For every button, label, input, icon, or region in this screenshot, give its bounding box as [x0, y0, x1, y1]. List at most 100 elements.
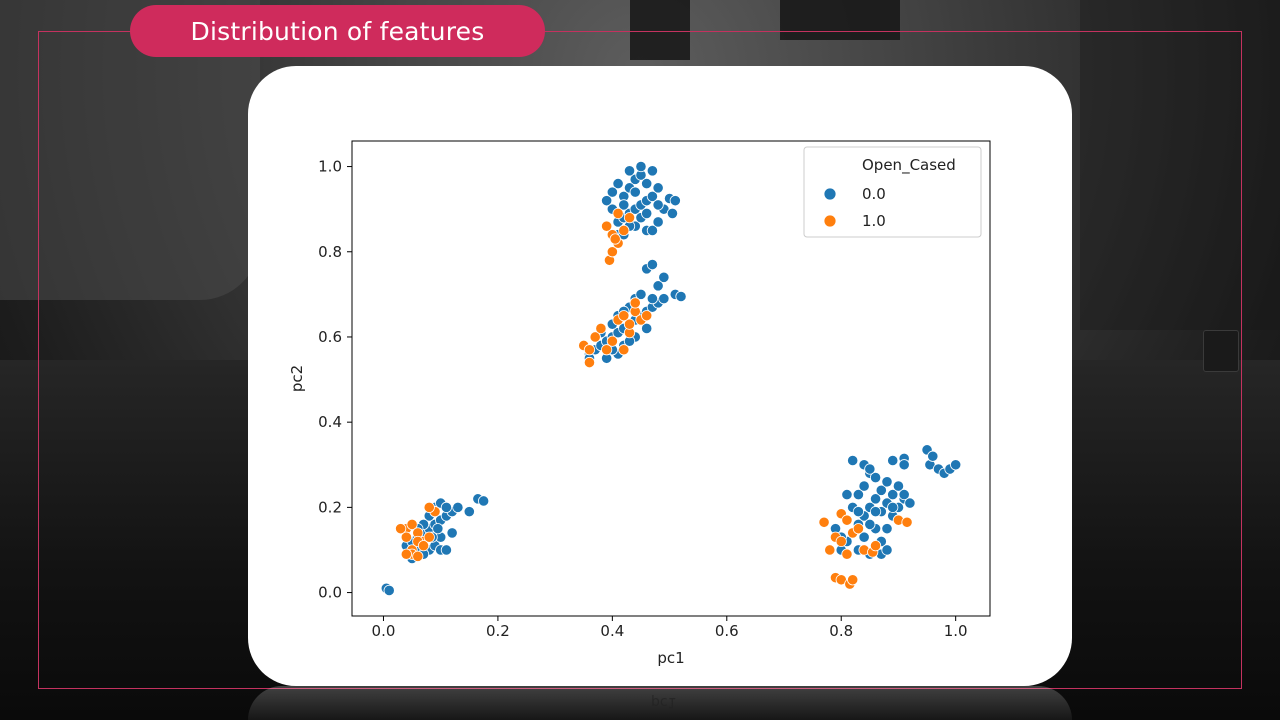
data-point-series-0.0: [440, 544, 453, 556]
data-point-series-1.0: [583, 344, 596, 356]
y-tick-label: 0.2: [318, 498, 342, 516]
data-point-series-0.0: [869, 493, 882, 505]
data-point-series-1.0: [423, 501, 435, 513]
y-tick-label: 0.8: [318, 243, 342, 261]
x-tick-label: 0.2: [486, 622, 510, 640]
data-point-series-0.0: [881, 544, 893, 556]
data-point-series-0.0: [641, 322, 653, 335]
data-point-series-0.0: [881, 476, 893, 488]
data-point-series-0.0: [658, 293, 670, 305]
data-point-series-1.0: [847, 574, 859, 586]
y-tick-label: 0.6: [318, 328, 342, 346]
data-point-series-0.0: [635, 288, 647, 300]
data-point-series-0.0: [635, 160, 647, 173]
data-point-series-0.0: [847, 454, 859, 467]
data-point-series-1.0: [841, 514, 853, 526]
data-point-series-0.0: [852, 488, 864, 501]
y-axis-label: pc2: [288, 365, 306, 392]
data-point-series-1.0: [612, 207, 624, 220]
y-tick-label: 1.0: [318, 158, 342, 176]
data-point-series-1.0: [824, 544, 836, 556]
x-tick-label: 0.0: [372, 622, 396, 640]
background-building: [630, 0, 690, 60]
reflection-xlabel: pc1: [651, 694, 677, 710]
data-point-series-0.0: [629, 186, 641, 198]
legend-marker-0.0: [823, 187, 837, 201]
data-point-series-1.0: [601, 220, 613, 232]
background-building: [1080, 0, 1280, 330]
data-point-series-0.0: [463, 506, 475, 518]
data-point-series-1.0: [395, 523, 407, 535]
scatter-chart: 0.0 0.2 0.4 0.6 0.8 1.0 0.0 0.2 0.4 0.6 0.8 1.0 pc1 p…: [288, 140, 991, 667]
data-point-series-1.0: [869, 540, 882, 552]
data-point-series-0.0: [606, 186, 618, 198]
data-point-series-0.0: [652, 182, 664, 194]
x-tick-label: 1.0: [944, 622, 968, 640]
data-point-series-0.0: [652, 216, 664, 228]
data-point-series-0.0: [892, 480, 905, 492]
data-point-series-0.0: [646, 190, 659, 202]
data-point-series-1.0: [606, 246, 618, 258]
data-point-series-0.0: [858, 531, 870, 543]
data-point-series-0.0: [646, 224, 659, 237]
data-point-series-0.0: [669, 195, 681, 207]
data-point-series-1.0: [606, 335, 618, 347]
data-point-series-0.0: [927, 450, 939, 462]
data-point-series-1.0: [841, 548, 853, 560]
data-point-series-1.0: [618, 224, 630, 237]
data-point-series-0.0: [446, 527, 458, 539]
data-point-series-0.0: [478, 495, 490, 507]
legend-marker-1.0: [823, 214, 837, 228]
data-point-series-0.0: [646, 165, 659, 177]
legend-label-1.0: 1.0: [862, 212, 886, 230]
data-point-series-1.0: [400, 548, 412, 560]
data-point-series-1.0: [618, 310, 630, 322]
data-point-series-0.0: [440, 501, 453, 513]
y-tick-label: 0.4: [318, 413, 342, 431]
data-point-series-0.0: [646, 258, 659, 271]
data-point-series-1.0: [641, 310, 653, 322]
data-point-series-0.0: [623, 165, 636, 177]
data-point-series-1.0: [609, 233, 621, 245]
data-point-series-0.0: [869, 506, 882, 518]
data-point-series-1.0: [400, 531, 412, 543]
data-point-series-0.0: [887, 488, 899, 501]
data-point-series-0.0: [646, 293, 659, 305]
data-point-series-0.0: [864, 463, 876, 475]
data-point-series-0.0: [869, 471, 882, 484]
x-tick-label: 0.6: [715, 622, 739, 640]
data-point-series-1.0: [412, 550, 424, 562]
plot-frame: [351, 140, 991, 617]
background-building: [780, 0, 900, 40]
page-title: Distribution of features: [190, 16, 485, 46]
data-point-series-0.0: [612, 178, 624, 190]
data-point-series-0.0: [950, 459, 962, 471]
x-axis-label: pc1: [657, 649, 684, 667]
data-point-series-0.0: [432, 523, 444, 535]
data-point-series-0.0: [658, 271, 670, 283]
legend-title: Open_Cased: [862, 156, 956, 175]
data-point-series-0.0: [452, 501, 464, 513]
data-point-series-0.0: [904, 497, 916, 509]
x-tick-label: 0.4: [600, 622, 624, 640]
data-point-series-1.0: [583, 356, 596, 369]
data-point-series-0.0: [858, 480, 870, 492]
data-point-series-1.0: [623, 318, 636, 330]
data-point-series-0.0: [652, 199, 664, 211]
data-point-series-0.0: [641, 178, 653, 190]
data-point-series-0.0: [887, 454, 899, 467]
data-point-series-1.0: [818, 516, 830, 528]
x-tick-label: 0.8: [829, 622, 853, 640]
data-point-series-1.0: [618, 344, 630, 356]
data-point-series-1.0: [417, 540, 430, 552]
data-point-series-0.0: [618, 199, 630, 211]
background-sign-icon: [1203, 330, 1239, 372]
data-point-series-0.0: [383, 584, 395, 597]
data-point-series-1.0: [835, 535, 847, 548]
data-point-series-0.0: [898, 459, 910, 471]
data-point-series-0.0: [881, 523, 893, 535]
legend-label-0.0: 0.0: [862, 185, 886, 203]
data-point-series-0.0: [601, 195, 613, 207]
data-point-series-0.0: [864, 518, 876, 531]
card-reflection: pc1: [248, 686, 1072, 720]
